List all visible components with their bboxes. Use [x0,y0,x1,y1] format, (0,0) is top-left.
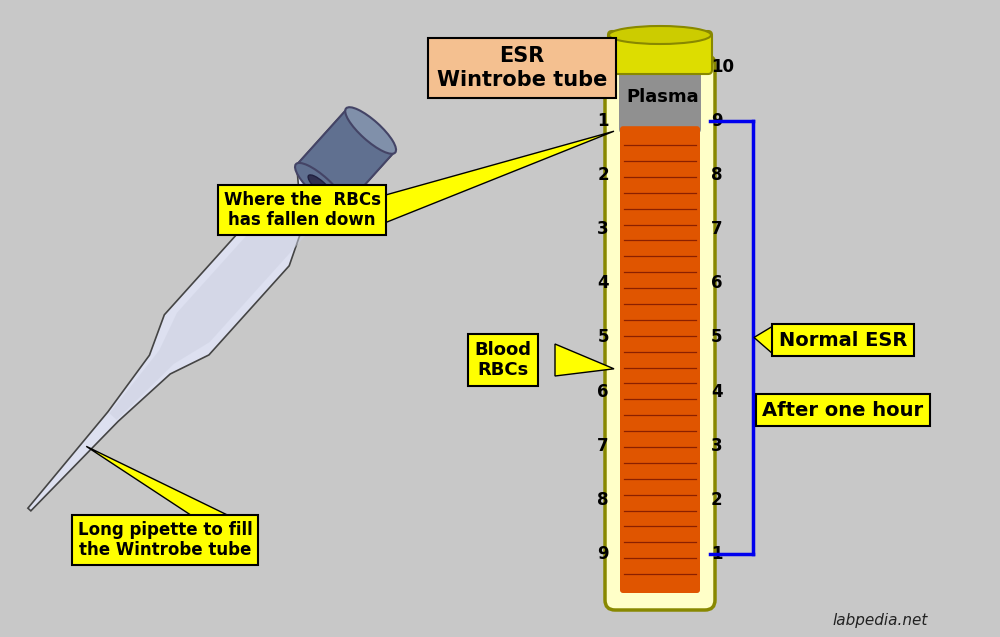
Text: 9: 9 [711,112,723,130]
Text: 6: 6 [598,383,609,401]
Text: 7: 7 [597,436,609,455]
Text: 2: 2 [597,166,609,184]
Text: labpedia.net: labpedia.net [832,613,928,627]
FancyBboxPatch shape [619,64,701,133]
FancyBboxPatch shape [620,126,700,593]
Text: 7: 7 [711,220,723,238]
Text: 0: 0 [598,58,609,76]
Polygon shape [754,326,773,354]
Polygon shape [555,344,614,376]
Text: Blood
RBCs: Blood RBCs [475,341,532,380]
Text: Long pipette to fill
the Wintrobe tube: Long pipette to fill the Wintrobe tube [78,520,252,559]
Text: Plasma: Plasma [627,88,699,106]
Text: 8: 8 [598,490,609,509]
Ellipse shape [295,163,346,210]
Ellipse shape [345,107,396,154]
Text: 4: 4 [711,383,723,401]
Text: 2: 2 [711,490,723,509]
Text: 5: 5 [598,329,609,347]
Text: 6: 6 [711,275,722,292]
Polygon shape [109,194,317,420]
Polygon shape [297,109,394,208]
Polygon shape [86,447,250,554]
Text: Normal ESR: Normal ESR [779,331,907,350]
Polygon shape [28,109,394,511]
FancyBboxPatch shape [605,55,715,610]
Ellipse shape [609,26,711,44]
Text: ESR
Wintrobe tube: ESR Wintrobe tube [437,47,607,90]
Text: 1: 1 [598,112,609,130]
Ellipse shape [308,175,333,197]
Text: 3: 3 [711,436,723,455]
Text: 8: 8 [711,166,722,184]
Text: 1: 1 [711,545,722,563]
Text: 9: 9 [597,545,609,563]
Text: 3: 3 [597,220,609,238]
Text: 5: 5 [711,329,722,347]
FancyBboxPatch shape [608,31,712,74]
Text: 10: 10 [711,58,734,76]
Text: After one hour: After one hour [762,401,924,420]
Text: 4: 4 [597,275,609,292]
Polygon shape [382,131,614,224]
Text: Where the  RBCs
has fallen down: Where the RBCs has fallen down [224,190,381,229]
